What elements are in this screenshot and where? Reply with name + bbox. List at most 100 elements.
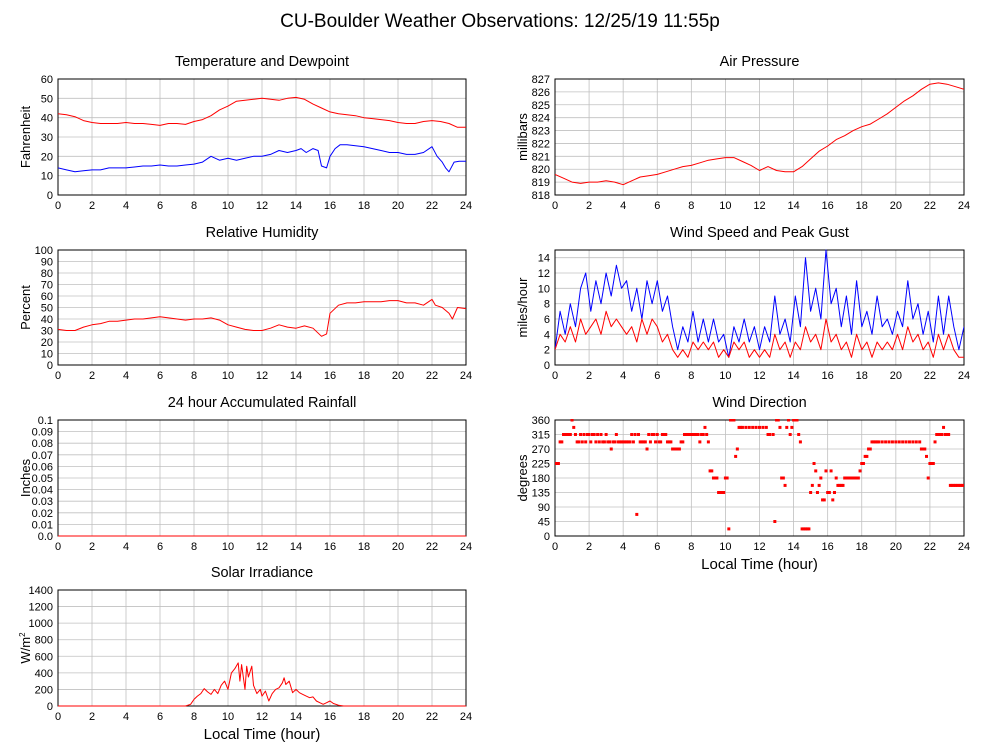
data-point — [589, 440, 593, 444]
data-point — [962, 483, 964, 487]
data-point — [870, 440, 874, 444]
x-tick-label: 4 — [123, 370, 129, 382]
data-point — [863, 454, 867, 458]
data-point — [619, 440, 623, 444]
data-point — [590, 433, 594, 436]
data-point — [611, 440, 615, 444]
data-point — [817, 483, 821, 487]
data-point — [953, 483, 957, 487]
data-point — [873, 440, 877, 444]
data-point — [855, 476, 859, 480]
x-tick-label: 10 — [719, 541, 731, 553]
x-tick-label: 12 — [753, 200, 765, 212]
data-point — [826, 491, 830, 494]
data-point — [950, 483, 954, 487]
x-tick-label: 24 — [460, 711, 472, 723]
series-line-2 — [555, 310, 964, 358]
plot-frame — [554, 249, 965, 366]
data-point — [955, 483, 959, 487]
x-tick-label: 16 — [324, 541, 336, 553]
data-point — [669, 440, 673, 444]
data-point — [672, 447, 676, 451]
x-tick-label: 16 — [324, 370, 336, 382]
x-tick-label: 18 — [856, 200, 868, 212]
data-point — [764, 425, 768, 429]
plot-area — [555, 82, 964, 186]
series-line-1 — [58, 298, 466, 337]
x-tick-label: 16 — [822, 200, 834, 212]
data-point — [957, 483, 961, 487]
y-tick-label: 822 — [532, 138, 550, 150]
y-tick-label: 0 — [47, 701, 53, 713]
data-point — [723, 476, 727, 480]
y-tick-label: 820 — [532, 164, 550, 176]
data-point — [573, 433, 577, 436]
data-point — [688, 433, 692, 436]
data-point — [936, 433, 940, 436]
data-point — [790, 425, 794, 429]
x-tick-label: 22 — [924, 541, 936, 553]
y-tick-label: 30 — [41, 132, 53, 144]
data-point — [655, 433, 659, 436]
data-point — [812, 462, 816, 465]
data-point — [696, 433, 700, 436]
data-point — [861, 462, 865, 465]
x-tick-label: 4 — [123, 541, 129, 553]
x-axis-label: Local Time (hour) — [204, 726, 321, 743]
data-point — [730, 419, 734, 422]
y-axis-label-text: miles/hour — [515, 277, 530, 338]
data-point — [860, 462, 864, 465]
data-point — [923, 447, 927, 451]
y-axis-label: Inches — [18, 458, 33, 497]
chart-title: Air Pressure — [720, 54, 800, 70]
chart-humidity: 0 2 4 6 8 10 12 14 16 18 20 22 240102030405060708090… — [18, 225, 472, 382]
data-point — [579, 433, 583, 436]
y-tick-label: 0 — [544, 360, 550, 372]
chart-title: 24 hour Accumulated Rainfall — [168, 395, 357, 411]
x-tick-label: 22 — [924, 370, 936, 382]
data-point — [829, 469, 833, 473]
x-tick-label: 0 — [55, 200, 61, 212]
data-point — [887, 440, 891, 444]
data-point — [652, 433, 656, 436]
data-point — [805, 527, 809, 531]
data-point — [686, 433, 690, 436]
data-point — [901, 440, 905, 444]
data-point — [800, 527, 804, 531]
y-tick-label: 0.01 — [32, 519, 53, 531]
x-tick-label: 16 — [324, 200, 336, 212]
x-tick-label: 8 — [688, 541, 694, 553]
y-tick-label: 50 — [41, 93, 53, 105]
data-point — [744, 425, 748, 429]
data-point — [660, 433, 664, 436]
data-point — [725, 476, 729, 480]
data-point — [585, 433, 589, 436]
data-point — [602, 440, 606, 444]
data-point — [694, 433, 698, 436]
data-point — [897, 440, 901, 444]
y-tick-label: 135 — [532, 488, 550, 500]
data-point — [567, 433, 571, 436]
data-point — [618, 440, 622, 444]
chart-title: Relative Humidity — [206, 225, 320, 241]
x-tick-label: 24 — [460, 541, 472, 553]
y-tick-label: 40 — [41, 113, 53, 125]
data-point — [814, 469, 818, 473]
data-point — [621, 440, 625, 444]
data-point — [739, 425, 743, 429]
data-point — [751, 425, 755, 429]
data-point — [911, 440, 915, 444]
series-line-1 — [58, 96, 466, 128]
data-point — [761, 425, 765, 429]
y-tick-label: 2 — [544, 345, 550, 357]
data-point — [679, 440, 683, 444]
y-tick-label: 12 — [538, 268, 550, 280]
x-tick-label: 18 — [856, 370, 868, 382]
y-tick-label: 1000 — [29, 618, 53, 630]
data-point — [952, 483, 956, 487]
data-point — [667, 440, 671, 444]
data-point — [606, 440, 610, 444]
x-tick-label: 8 — [191, 541, 197, 553]
